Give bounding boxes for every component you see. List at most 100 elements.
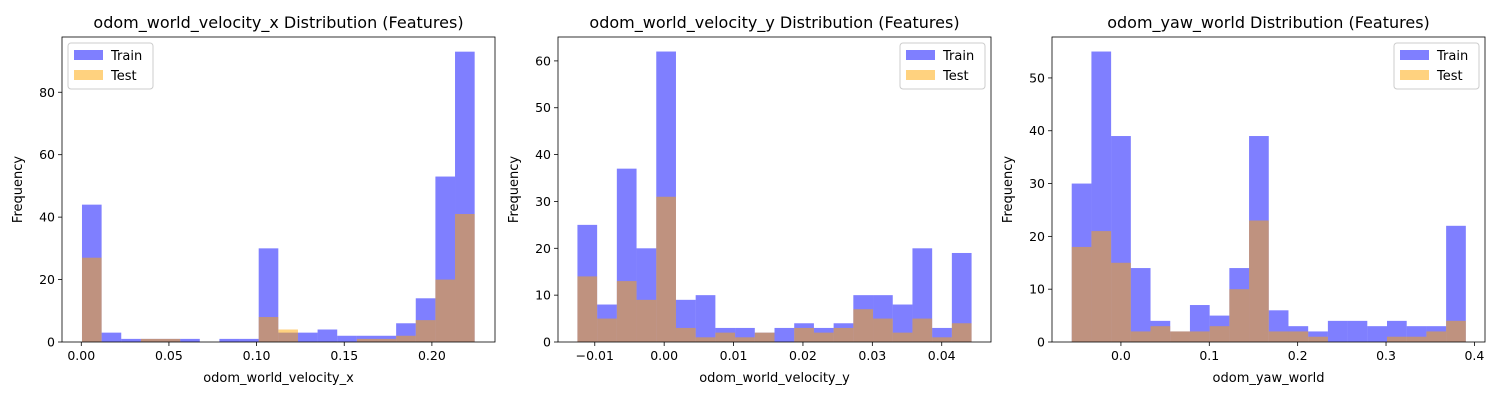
bar-test-7 [715, 332, 736, 342]
bar-test-9 [258, 317, 279, 342]
bar-train-13 [1327, 320, 1348, 342]
y-tick-label: 10 [1029, 282, 1045, 297]
y-tick-label: 0 [47, 335, 55, 350]
bar-test-15 [873, 318, 893, 342]
x-tick-label: 0.00 [650, 348, 678, 363]
y-tick-label: 50 [1029, 70, 1045, 85]
x-tick-label: 0.0 [1111, 348, 1131, 363]
legend-swatch-train [1400, 50, 1429, 60]
bar-train-3 [1130, 268, 1151, 342]
bar-test-18 [1426, 331, 1447, 342]
x-tick-label: 0.10 [243, 348, 271, 363]
x-axis-label: odom_yaw_world [1213, 371, 1325, 386]
bar-train-13 [337, 335, 357, 342]
bar-test-2 [1111, 262, 1131, 342]
legend-swatch-train [906, 50, 935, 60]
legend-label-train: Train [110, 49, 142, 64]
y-tick-label: 50 [535, 100, 551, 115]
bar-test-3 [140, 338, 161, 342]
bar-test-4 [1150, 326, 1171, 342]
bar-test-12 [1308, 336, 1328, 342]
x-tick-label: 0.3 [1376, 348, 1396, 363]
bar-test-9 [1249, 220, 1269, 342]
bar-test-17 [1406, 336, 1427, 342]
bar-train-19 [951, 252, 972, 342]
x-tick-label: 0.04 [928, 348, 956, 363]
chart-title: odom_yaw_world Distribution (Features) [1107, 13, 1430, 33]
y-tick-label: 0 [1037, 335, 1045, 350]
y-axis-label: Frequency [507, 156, 522, 223]
y-tick-label: 30 [1029, 176, 1045, 191]
bar-train-11 [297, 332, 318, 342]
bar-test-11 [794, 327, 814, 342]
y-tick-label: 0 [543, 335, 551, 350]
bar-test-12 [813, 332, 834, 342]
legend-label-test: Test [110, 69, 137, 84]
chart-title: odom_world_velocity_x Distribution (Feat… [93, 13, 463, 33]
bar-test-8 [1229, 289, 1250, 342]
series-test [1071, 220, 1466, 342]
bar-train-8 [239, 338, 259, 342]
bar-test-0 [1071, 246, 1092, 342]
bar-test-17 [912, 318, 933, 342]
series-test [577, 196, 972, 342]
x-tick-label: 0.00 [67, 348, 95, 363]
y-tick-label: 20 [1029, 229, 1045, 244]
bar-test-4 [656, 196, 676, 342]
bar-test-18 [435, 279, 456, 342]
bar-train-5 [180, 338, 200, 342]
x-tick-label: 0.15 [330, 348, 358, 363]
legend-swatch-train [74, 50, 103, 60]
bar-test-16 [396, 335, 416, 342]
legend-swatch-test [1400, 70, 1429, 80]
y-axis-label: Frequency [11, 156, 26, 223]
axes-frame [1051, 36, 1486, 343]
subplot-2: −0.01 0.00 0.01 0.02 0.03 0.04 0 10 20 30 40 50 60 od… [507, 13, 992, 386]
bar-test-2 [616, 281, 637, 342]
bar-test-5 [1170, 331, 1190, 342]
bar-train-2 [121, 338, 141, 342]
bar-test-5 [675, 327, 696, 342]
bar-train-16 [1387, 320, 1407, 342]
y-tick-label: 20 [535, 241, 551, 256]
bar-test-6 [695, 337, 716, 342]
x-tick-label: 0.03 [858, 348, 886, 363]
series-test [81, 214, 475, 342]
x-tick-label: −0.01 [576, 348, 614, 363]
axes-frame [557, 36, 992, 343]
subplot-3: 0.0 0.1 0.2 0.3 0.4 0 10 20 30 40 50 odom_yaw_world… [1001, 13, 1486, 386]
bar-test-11 [1288, 331, 1309, 342]
bar-train-15 [1367, 326, 1387, 342]
bar-train-1 [101, 332, 122, 342]
legend-swatch-test [74, 70, 103, 80]
chart-title: odom_world_velocity_y Distribution (Feat… [589, 13, 959, 33]
bar-train-19 [1446, 225, 1466, 342]
subplot-1: 0.00 0.05 0.10 0.15 0.20 0 20 40 60 80 odom_world_… [11, 13, 496, 386]
legend-label-test: Test [942, 69, 969, 84]
y-axis-label: Frequency [1001, 156, 1016, 223]
y-tick-label: 60 [39, 147, 55, 162]
bar-test-14 [853, 309, 874, 342]
x-tick-label: 0.20 [418, 348, 446, 363]
bar-test-17 [415, 320, 436, 342]
y-tick-label: 60 [535, 53, 551, 68]
bar-test-0 [81, 257, 102, 342]
bar-test-10 [278, 329, 298, 342]
legend: Train Test [899, 42, 986, 90]
bar-test-1 [597, 318, 617, 342]
x-tick-label: 0.2 [1288, 348, 1308, 363]
bar-test-19 [455, 214, 475, 342]
bar-test-3 [1130, 331, 1151, 342]
legend: Train Test [1393, 42, 1480, 90]
bar-test-7 [1209, 326, 1230, 342]
y-tick-label: 40 [1029, 123, 1045, 138]
bar-train-6 [695, 295, 716, 342]
x-tick-label: 0.1 [1199, 348, 1219, 363]
bar-test-3 [636, 299, 657, 342]
x-tick-label: 0.01 [720, 348, 748, 363]
legend-label-train: Train [942, 49, 974, 64]
bar-test-19 [951, 323, 972, 342]
y-tick-label: 40 [39, 210, 55, 225]
y-tick-label: 30 [535, 194, 551, 209]
y-tick-label: 40 [535, 147, 551, 162]
